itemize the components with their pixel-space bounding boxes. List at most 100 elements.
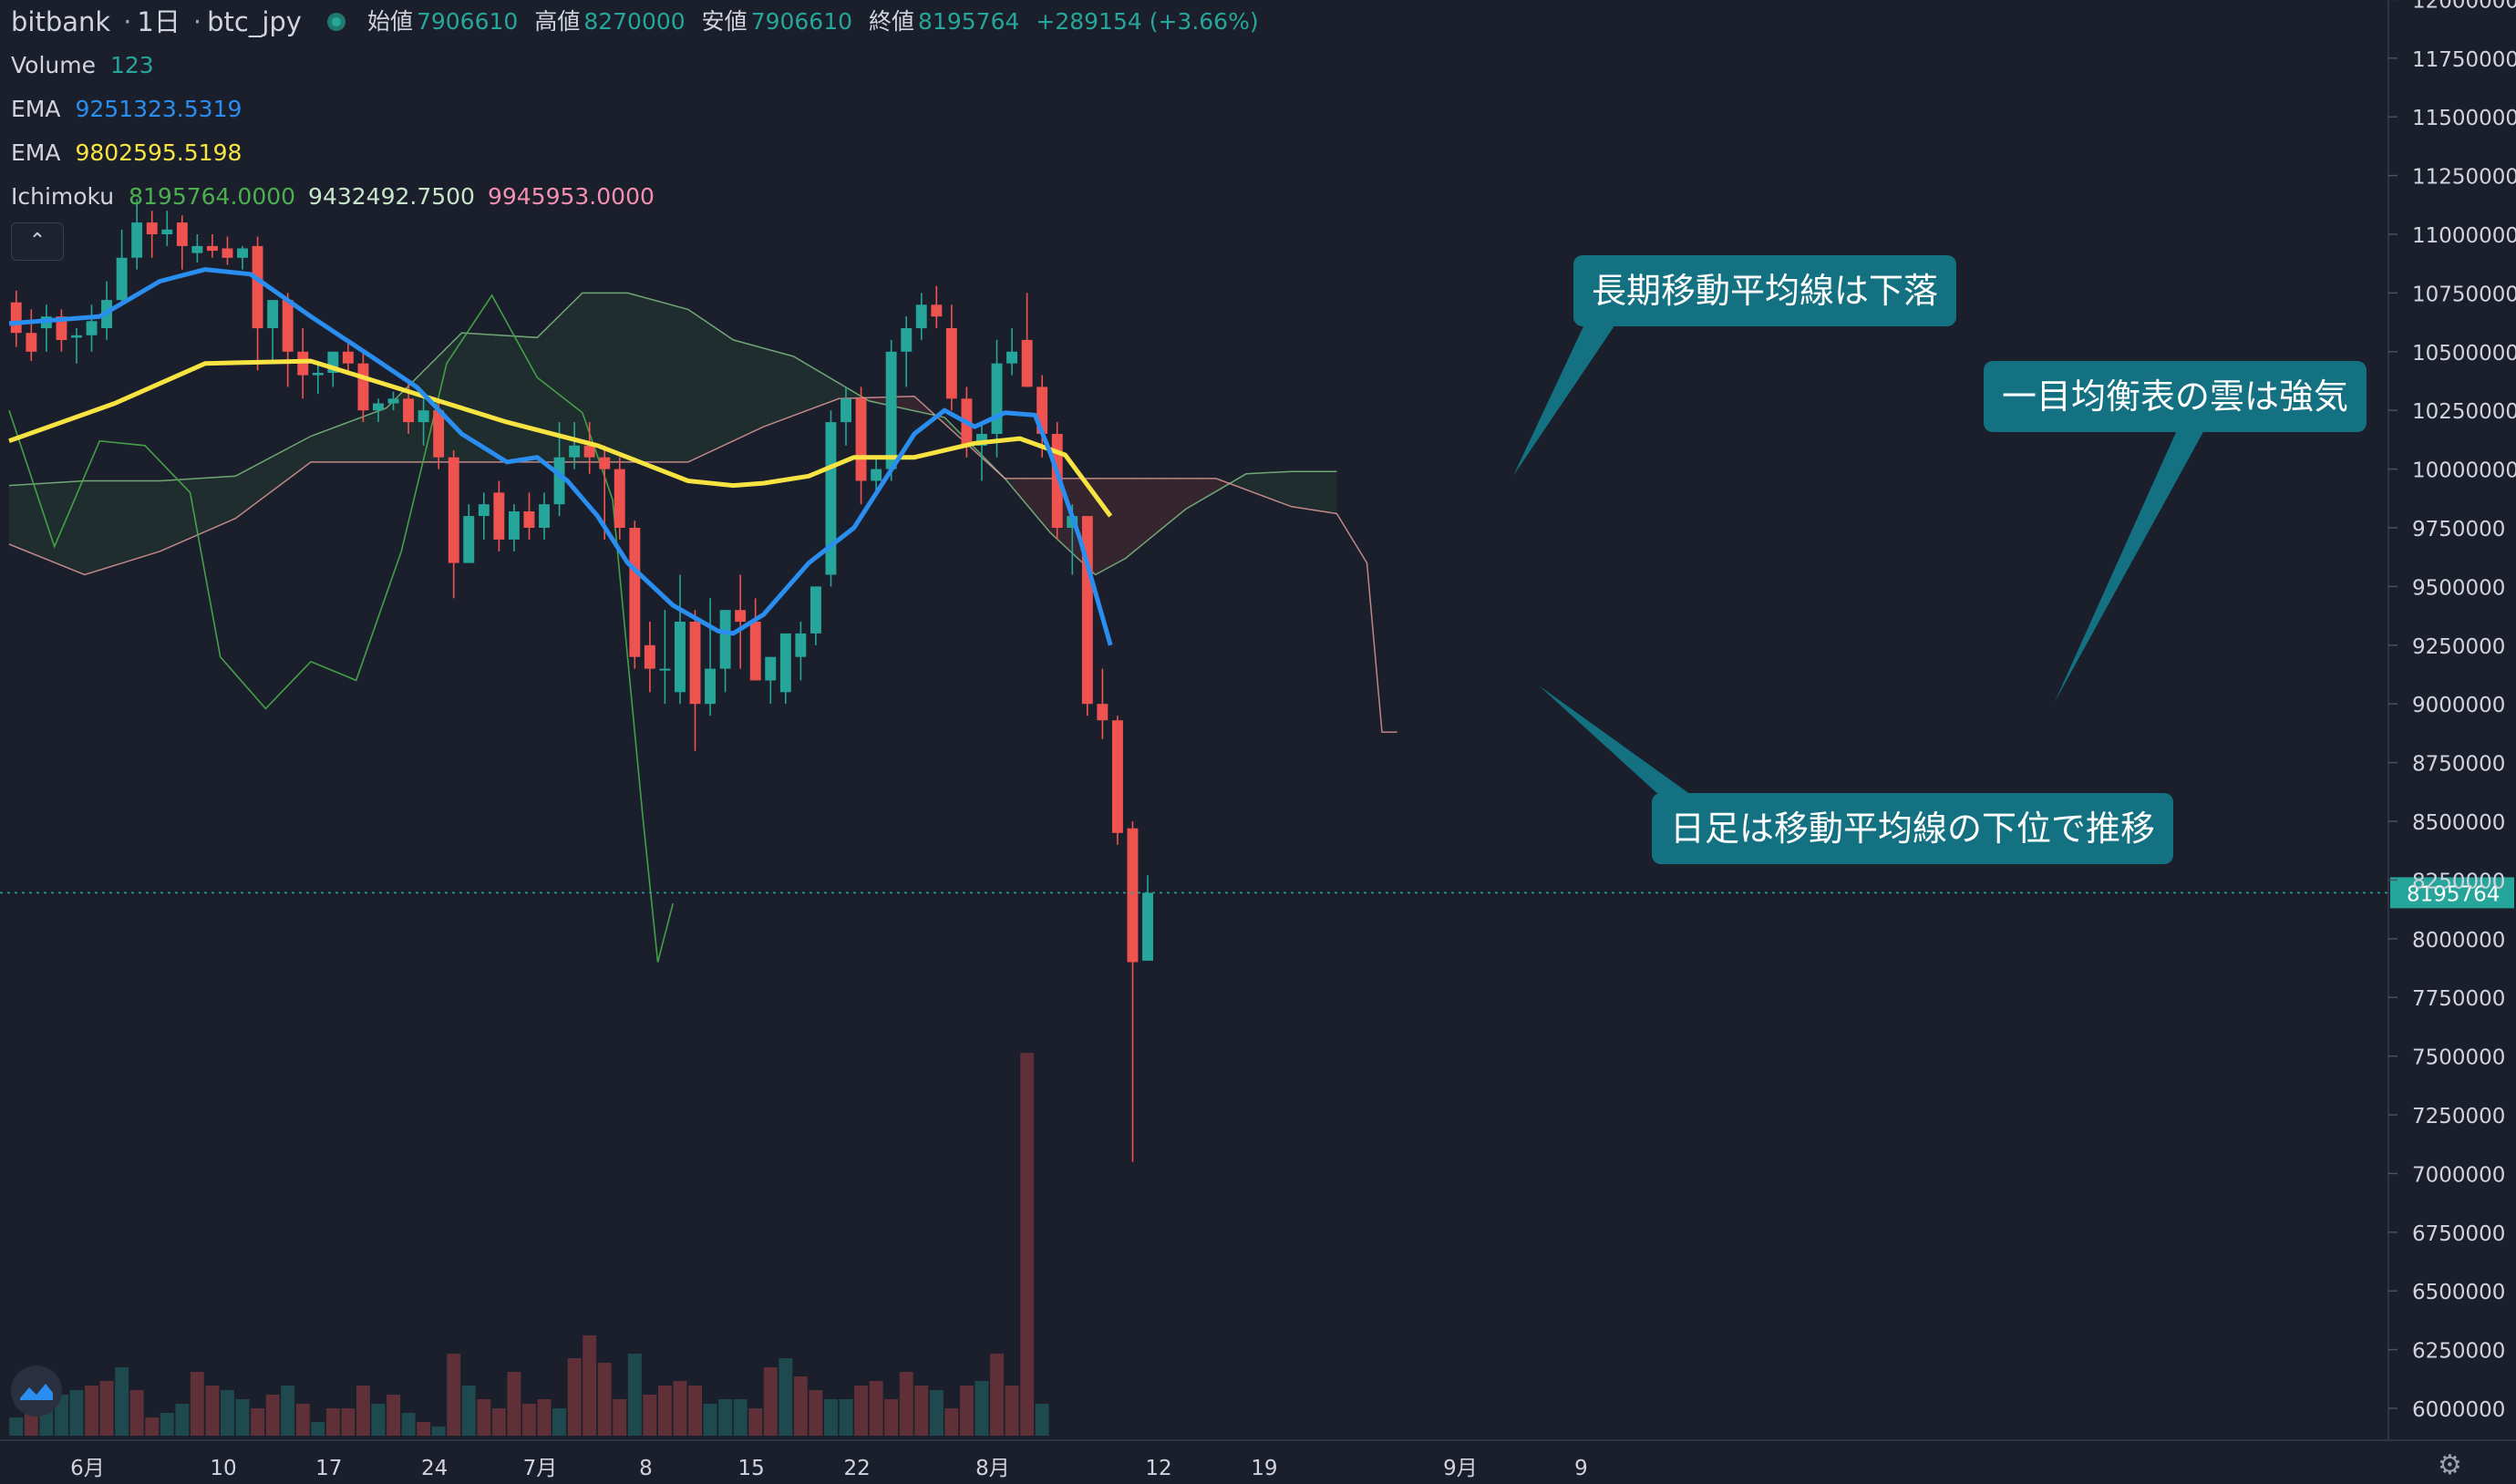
cloud-segment [779, 352, 787, 421]
cloud-segment [643, 296, 651, 462]
y-tick-label: 8500000 [2412, 811, 2505, 835]
y-tick-label: 9000000 [2412, 694, 2505, 717]
cloud-segment [378, 407, 387, 462]
cloud-segment [145, 480, 153, 556]
cloud-segment [1042, 478, 1050, 533]
volume-bar [869, 1381, 883, 1436]
cloud-segment [831, 378, 840, 402]
volume-bar [974, 1381, 989, 1436]
candle-body [1021, 339, 1033, 387]
cloud-segment [1133, 478, 1141, 552]
volume-bar [175, 1404, 190, 1436]
candle-body [207, 245, 218, 252]
candle-body [10, 302, 22, 334]
cloud-segment [1140, 478, 1149, 546]
cloud-segment [597, 293, 605, 462]
volume-bar [1020, 1053, 1035, 1436]
volume-name: Volume [11, 52, 96, 78]
ema-fast-indicator-row[interactable]: EMA 9251323.5319 [11, 88, 1275, 131]
candle-body [342, 351, 354, 364]
candle-body [478, 504, 490, 517]
candle-body [403, 398, 414, 423]
volume-bar [145, 1417, 160, 1436]
cloud-segment [1170, 478, 1179, 521]
volume-bar [884, 1399, 899, 1436]
y-tick-label: 10500000 [2412, 342, 2516, 366]
cloud-segment [325, 428, 334, 462]
candle-body [237, 248, 248, 258]
volume-bar [824, 1399, 838, 1436]
volume-bar [205, 1386, 220, 1436]
tradingview-logo-icon[interactable] [11, 1365, 62, 1417]
volume-bar [461, 1386, 476, 1436]
cloud-segment [673, 304, 681, 462]
cloud-segment [92, 480, 100, 572]
ema-slow-name: EMA [11, 139, 61, 166]
ichimoku-value-2: 9432492.7500 [308, 183, 475, 210]
cloud-segment [552, 314, 561, 462]
cloud-segment [786, 354, 794, 418]
cloud-segment [311, 433, 319, 462]
candle-body [901, 328, 913, 352]
cloud-segment [9, 485, 17, 548]
volume-bar [55, 1395, 68, 1436]
cloud-segment [604, 293, 613, 462]
candle-body [26, 333, 37, 352]
cloud-segment [228, 476, 236, 522]
cloud-segment [280, 448, 289, 485]
volume-bar [431, 1427, 446, 1436]
candle-body [1142, 892, 1153, 961]
cloud-segment [544, 323, 552, 462]
cloud-segment [348, 419, 356, 462]
symbol-row: bitbank · 1日 · btc_jpy 始値 7906610 高値 827… [11, 0, 1275, 44]
x-tick-label: 6月 [70, 1457, 105, 1480]
y-tick-label: 7750000 [2412, 987, 2505, 1011]
cloud-segment [114, 480, 123, 566]
cloud-segment [1102, 478, 1111, 571]
cloud-segment [197, 478, 206, 535]
x-tick-label: 17 [315, 1457, 342, 1480]
ema-slow-indicator-row[interactable]: EMA 9802595.5198 [11, 131, 1275, 175]
candle-body [1036, 386, 1048, 434]
price-axis-panel [2388, 0, 2516, 1484]
ichimoku-value-1: 8195764.0000 [129, 183, 296, 210]
cloud-segment [220, 476, 228, 525]
cloud-segment [1035, 478, 1043, 524]
cloud-segment [944, 417, 953, 431]
x-tick-label: 24 [421, 1457, 448, 1480]
cloud-segment [447, 340, 455, 462]
volume-bar [85, 1386, 98, 1436]
cloud-segment [634, 294, 644, 462]
x-tick-label: 19 [1251, 1457, 1277, 1480]
collapse-legend-button[interactable]: ⌃ [11, 222, 64, 261]
ichimoku-indicator-row[interactable]: Ichimoku 8195764.0000 9432492.7500 99459… [11, 175, 1275, 219]
settings-gear-icon[interactable]: ⚙ [2438, 1449, 2462, 1481]
cloud-segment [906, 396, 914, 411]
y-tick-label: 9500000 [2412, 576, 2505, 600]
volume-bar [281, 1386, 295, 1436]
volume-bar [643, 1395, 657, 1436]
volume-indicator-row[interactable]: Volume 123 [11, 44, 1275, 88]
candle-body [116, 257, 128, 301]
y-tick-label: 6000000 [2412, 1398, 2505, 1422]
market-status-icon [326, 13, 345, 31]
candle-body [765, 656, 777, 681]
volume-bar [507, 1372, 521, 1436]
candle-body [282, 300, 294, 352]
candle-body [871, 469, 882, 481]
volume-bar [899, 1372, 913, 1436]
cloud-segment [242, 468, 251, 513]
volume-bar [251, 1408, 264, 1436]
cloud-segment [205, 477, 213, 532]
cloud-segment [1110, 478, 1119, 567]
cloud-segment [590, 293, 598, 462]
cloud-segment [1163, 478, 1171, 528]
candle-body [1112, 720, 1123, 833]
cloud-segment [1291, 471, 1299, 509]
candle-body [433, 410, 445, 458]
candle-body [86, 321, 98, 335]
volume-bar [99, 1381, 114, 1436]
y-tick-label: 8250000 [2412, 870, 2505, 893]
cloud-segment [1216, 478, 1224, 492]
